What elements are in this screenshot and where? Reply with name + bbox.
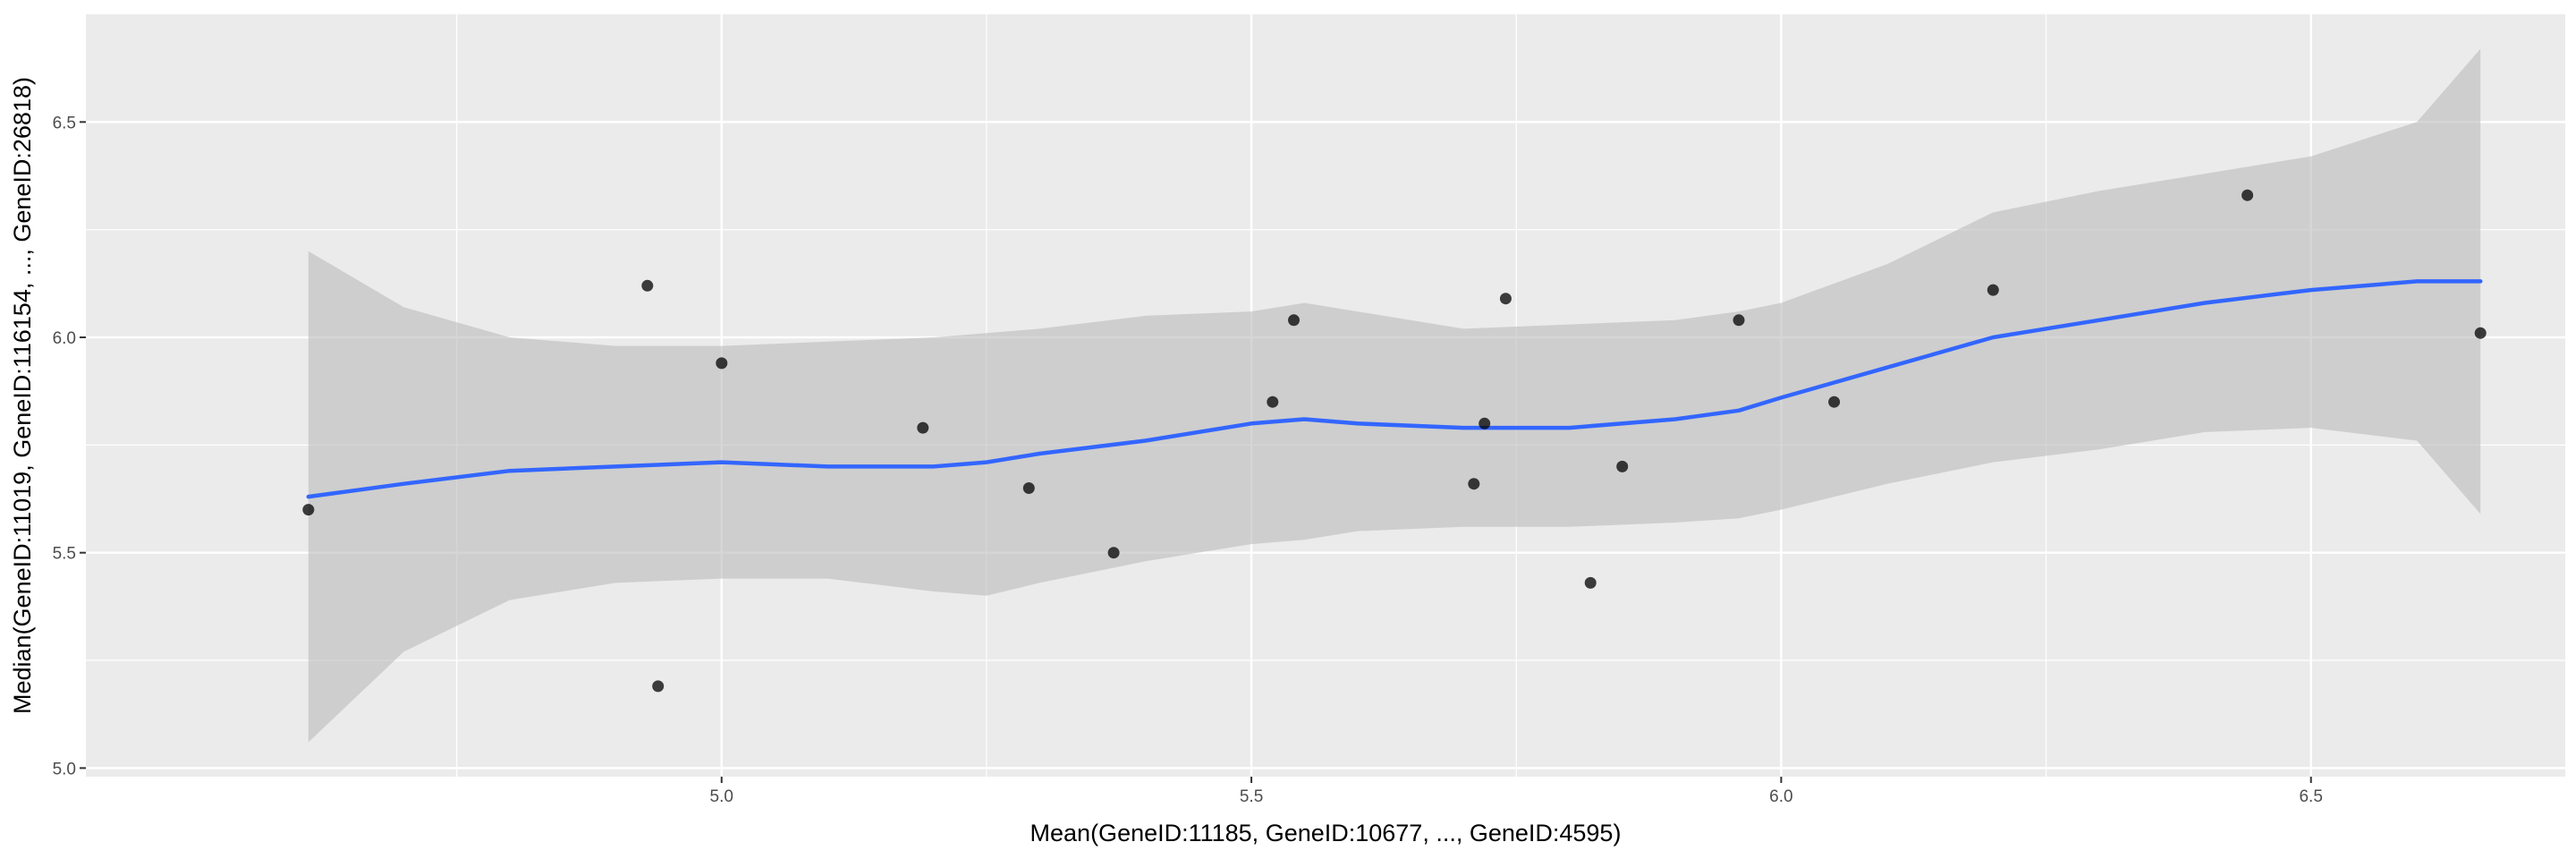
x-axis-title: Mean(GeneID:11185, GeneID:10677, ..., Ge… xyxy=(1030,820,1622,846)
data-points xyxy=(302,189,2487,693)
axis-ticks: 5.0 5.5 6.0 6.5 5.0 5.5 6.0 6.5 xyxy=(53,114,2323,806)
data-point xyxy=(1828,395,1841,408)
y-axis-title: Median(GeneID:11019, GeneID:116154, ...,… xyxy=(9,77,36,714)
x-tick-label: 5.0 xyxy=(710,787,733,806)
smooth-line xyxy=(306,279,2483,499)
data-point xyxy=(2241,189,2254,201)
data-point xyxy=(302,504,315,516)
data-point xyxy=(1468,478,1480,490)
data-point xyxy=(1987,284,1999,296)
data-point xyxy=(641,279,654,292)
y-tick-label: 6.0 xyxy=(53,329,76,348)
data-point xyxy=(1733,314,1745,327)
y-tick-label: 6.5 xyxy=(53,114,76,132)
x-tick-label: 6.5 xyxy=(2299,787,2322,806)
data-point xyxy=(2474,327,2487,339)
data-point xyxy=(1584,576,1597,589)
data-point xyxy=(1267,395,1279,408)
data-point xyxy=(1288,314,1300,327)
data-point xyxy=(1022,482,1035,494)
y-tick-label: 5.5 xyxy=(53,545,76,564)
smooth-line-group xyxy=(306,279,2483,499)
data-point xyxy=(917,421,929,434)
data-point xyxy=(1107,547,1120,559)
x-tick-label: 6.0 xyxy=(1769,787,1792,806)
y-tick-label: 5.0 xyxy=(53,760,76,778)
confidence-band-group xyxy=(308,48,2481,743)
x-tick-label: 5.5 xyxy=(1240,787,1263,806)
data-point xyxy=(1499,293,1512,305)
data-point xyxy=(652,680,665,693)
data-point xyxy=(716,357,728,370)
data-point xyxy=(1616,460,1629,472)
data-point xyxy=(1479,417,1491,430)
confidence-band xyxy=(308,48,2481,743)
